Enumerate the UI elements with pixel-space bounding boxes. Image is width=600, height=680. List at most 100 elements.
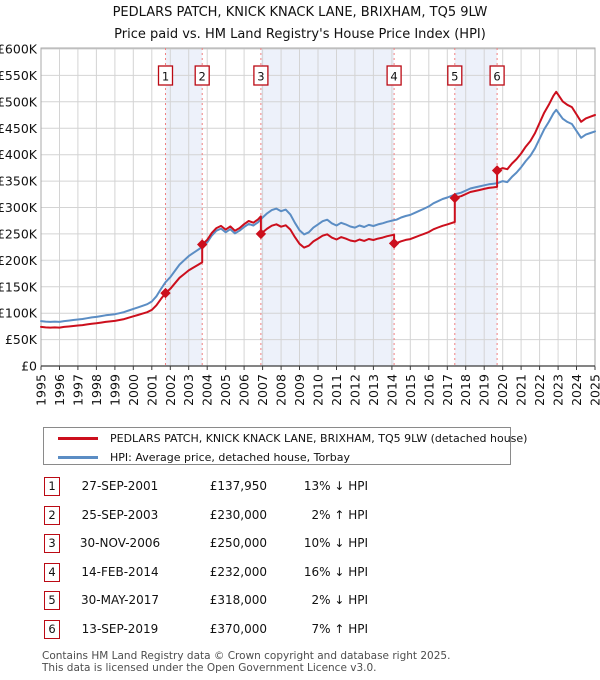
property-price-line: [40, 90, 596, 329]
sale-marker-5: [449, 192, 460, 204]
y-tick-label: £350K: [0, 174, 38, 189]
x-tick-label: 2011: [329, 374, 344, 406]
sale-price: £232,000: [209, 564, 267, 579]
x-tick-label: 2020: [495, 374, 510, 406]
hpi-line-swatch: [58, 456, 98, 459]
y-tick-label: £600K: [0, 42, 38, 57]
x-tick-label: 2009: [292, 374, 307, 406]
x-tick-label: 2014: [384, 374, 399, 406]
legend-label-hpi: HPI: Average price, detached house, Torb…: [110, 451, 350, 464]
x-tick-label: 2018: [458, 374, 473, 406]
sale-number-label-5: 5: [451, 70, 458, 84]
sale-row-3: 3 30-NOV-2006 £250,000 10% ↓ HPI: [42, 534, 382, 563]
y-tick-label: £250K: [0, 226, 38, 241]
sale-date: 27-SEP-2001: [81, 479, 159, 493]
sale-row-1: 1 27-SEP-2001 £137,950 13% ↓ HPI: [42, 477, 382, 506]
x-tick-label: 2004: [200, 374, 215, 406]
sale-marker-2: [197, 239, 208, 250]
x-tick-label: 2002: [163, 374, 178, 406]
sale-number-label-4: 4: [390, 70, 397, 84]
sale-vs-hpi: 16% ↓ HPI: [303, 564, 368, 579]
sale-number-box-4: [386, 65, 402, 86]
sale-number-label-2: 2: [199, 70, 206, 84]
x-tick-label: 2022: [532, 374, 547, 406]
y-tick-label: £300K: [0, 200, 38, 215]
x-tick-label: 2013: [366, 374, 381, 406]
x-tick-label: 2015: [403, 374, 418, 406]
x-tick-label: 2001: [144, 374, 159, 406]
x-tick-label: 2016: [421, 374, 436, 406]
sale-number: 3: [44, 534, 60, 554]
sale-number: 1: [44, 477, 60, 496]
chart-legend: PEDLARS PATCH, KNICK KNACK LANE, BRIXHAM…: [43, 427, 527, 466]
x-tick-label: 2023: [551, 374, 566, 406]
x-tick-label: 1995: [34, 374, 49, 406]
sale-number: 2: [44, 505, 60, 525]
x-tick-label: 2008: [274, 374, 289, 406]
sales-table: 1 27-SEP-2001 £137,950 13% ↓ HPI 2 25-SEP-200…: [42, 477, 382, 649]
sale-row-5: 5 30-MAY-2017 £318,000 2% ↓ HPI: [42, 591, 382, 620]
license-line-2: This data is licensed under the Open Gov…: [42, 661, 377, 674]
x-tick-label: 2007: [255, 374, 270, 406]
x-tick-label: 2012: [347, 374, 362, 406]
sale-vs-hpi: 7% ↑ HPI: [311, 621, 368, 636]
x-tick-label: 2021: [514, 374, 529, 406]
sale-number: 4: [44, 562, 60, 582]
x-tick-label: 2017: [440, 374, 455, 406]
sale-vs-hpi: 2% ↓ HPI: [311, 593, 368, 608]
y-tick-label: £200K: [0, 253, 38, 268]
y-tick-label: £50K: [5, 332, 38, 347]
sale-marker-4: [388, 238, 400, 249]
sale-number-box-3: [253, 65, 269, 86]
sale-price: £370,000: [209, 621, 267, 636]
x-tick-label: 1996: [52, 374, 67, 406]
sale-number-box-2: [194, 65, 210, 86]
chart-subtitle: Price paid vs. HM Land Registry's House …: [114, 27, 486, 42]
sale-price: £230,000: [209, 507, 267, 522]
y-tick-label: £500K: [0, 94, 38, 109]
sale-marker-1: [160, 287, 171, 299]
x-tick-label: 1997: [70, 374, 85, 406]
legend-label-property: PEDLARS PATCH, KNICK KNACK LANE, BRIXHAM…: [110, 432, 528, 445]
y-tick-label: £550K: [0, 68, 38, 83]
x-tick-label: 2019: [477, 374, 492, 406]
x-tick-label: 2010: [311, 374, 326, 406]
sale-number-label-6: 6: [493, 70, 500, 84]
sale-price: £137,950: [209, 479, 267, 493]
sale-date: 14-FEB-2014: [81, 564, 159, 579]
sale-date: 30-MAY-2017: [80, 593, 159, 608]
legend-row-hpi: HPI: Average price, detached house, Torb…: [44, 449, 510, 466]
price-history-chart: 1 2 3 4 5 6 £0 £50K £100K £150K £200K £250K £300K £35…: [0, 42, 600, 406]
sale-date: 25-SEP-2003: [81, 507, 159, 522]
x-tick-label: 2025: [588, 374, 600, 406]
sale-number-box-6: [489, 65, 505, 86]
sale-price: £250,000: [209, 536, 267, 551]
sale-marker-3: [255, 228, 267, 240]
property-line-swatch: [58, 437, 98, 440]
sale-date: 13-SEP-2019: [81, 621, 159, 636]
sale-number-box-1: [157, 65, 174, 86]
sale-number-label-1: 1: [162, 70, 169, 84]
sale-number: 6: [44, 619, 60, 639]
sale-marker-6: [491, 165, 503, 176]
sale-number-box-5: [447, 65, 463, 86]
sale-price: £318,000: [209, 593, 267, 608]
x-tick-label: 2024: [569, 374, 584, 406]
y-tick-label: £150K: [0, 279, 38, 294]
y-tick-label: £100K: [0, 306, 38, 321]
sale-vs-hpi: 13% ↓ HPI: [303, 479, 368, 493]
sale-date: 30-NOV-2006: [79, 536, 161, 551]
license-line-1: Contains HM Land Registry data © Crown c…: [42, 650, 451, 662]
x-tick-label: 2000: [126, 374, 141, 406]
sale-number: 5: [44, 591, 60, 611]
sale-row-2: 2 25-SEP-2003 £230,000 2% ↑ HPI: [42, 505, 382, 535]
sale-row-4: 4 14-FEB-2014 £232,000 16% ↓ HPI: [42, 562, 382, 592]
sale-vs-hpi: 2% ↑ HPI: [311, 507, 368, 522]
license-footer: Contains HM Land Registry data © Crown c…: [42, 650, 582, 674]
chart-title: PEDLARS PATCH, KNICK KNACK LANE, BRIXHAM…: [112, 5, 488, 20]
sale-row-6: 6 13-SEP-2019 £370,000 7% ↑ HPI: [42, 619, 382, 649]
sale-number-label-3: 3: [257, 70, 264, 84]
x-tick-label: 2006: [237, 374, 252, 406]
y-tick-label: £400K: [0, 147, 38, 162]
